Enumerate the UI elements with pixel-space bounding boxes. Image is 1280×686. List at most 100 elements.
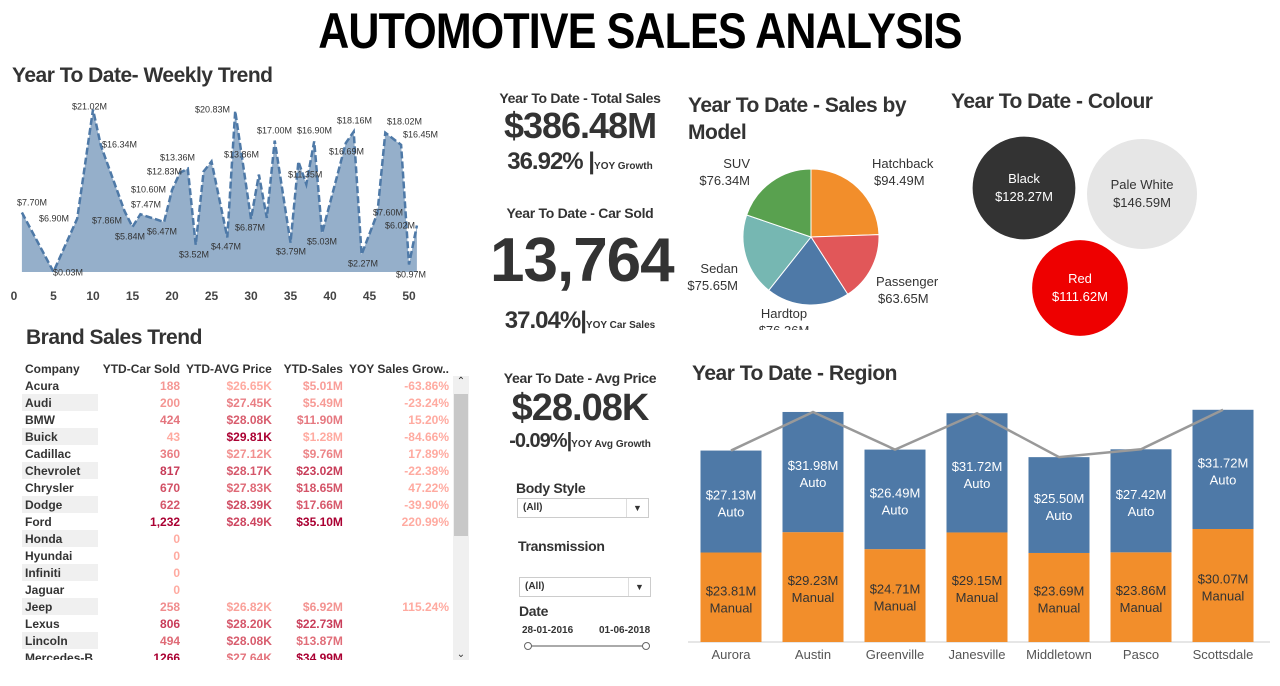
table-cell: 806 xyxy=(160,616,181,631)
table-cell xyxy=(346,547,452,564)
table-cell xyxy=(346,649,452,660)
weekly-data-label: $6.90M xyxy=(39,213,69,223)
company-name: Audi xyxy=(22,394,99,411)
column-header[interactable]: YTD-Sales xyxy=(283,361,343,376)
table-cell xyxy=(346,615,452,632)
weekly-data-label: $7.47M xyxy=(131,199,161,209)
bubble-label-value: $111.62M xyxy=(1052,289,1108,304)
bar-auto xyxy=(782,411,844,533)
table-cell xyxy=(183,581,275,598)
column-header[interactable]: YOY Sales Grow.. xyxy=(348,361,449,376)
table-cell: 817 xyxy=(160,463,181,478)
bar-series-label: Auto xyxy=(1046,508,1073,523)
weekly-data-label: $16.45M xyxy=(403,129,438,139)
bar-manual xyxy=(946,532,1008,642)
kpi-total-growth: 36.92% xyxy=(507,148,583,175)
table-row[interactable]: Lincoln 494 $28.08K $13.87M xyxy=(22,632,452,649)
bar-series-label: Manual xyxy=(956,590,999,605)
kpi-avg-price: Year To Date - Avg Price $28.08K -0.09%|… xyxy=(490,370,670,453)
region-bar-chart[interactable]: $23.81M Manual $27.13M Auto Aurora $29.23M Man… xyxy=(680,390,1280,670)
table-row[interactable]: Ford 1,232 $28.49K $35.10M 220.99% xyxy=(22,513,452,530)
date-range-slider[interactable] xyxy=(524,642,650,650)
bar-series-label: Auto xyxy=(882,502,909,517)
pie-label-name: Hardtop xyxy=(761,306,807,321)
table-row[interactable]: Audi 200 $27.45K $5.49M -23.24% xyxy=(22,394,452,411)
weekly-data-label: $6.02M xyxy=(385,220,415,230)
weekly-data-label: $2.27M xyxy=(348,258,378,268)
bar-manual xyxy=(1192,528,1254,642)
table-cell: $23.02M xyxy=(296,463,343,478)
table-row[interactable]: Honda 0 xyxy=(22,530,452,547)
kpi-cars-value: 13,764 xyxy=(490,226,675,295)
company-name: Lexus xyxy=(25,616,60,631)
bar-value-label: $27.13M xyxy=(706,488,757,503)
column-header[interactable]: YTD-AVG Price xyxy=(186,361,272,376)
column-header[interactable]: YTD-Car Sold xyxy=(102,361,181,376)
table-cell: 115.24% xyxy=(402,599,449,614)
table-row[interactable]: Chrysler 670 $27.83K $18.65M 47.22% xyxy=(22,479,452,496)
table-row[interactable]: Lexus 806 $28.20K $22.73M xyxy=(22,615,452,632)
kpi-avg-value: $28.08K xyxy=(511,387,650,429)
table-cell xyxy=(346,581,452,598)
bar-value-label: $23.81M xyxy=(706,583,757,598)
pie-label-value: $75.65M xyxy=(687,278,738,293)
weekly-data-label: $12.83M xyxy=(147,166,182,176)
table-row[interactable]: Hyundai 0 xyxy=(22,547,452,564)
bar-manual xyxy=(1110,552,1172,642)
bar-manual xyxy=(864,549,926,642)
table-cell: 360 xyxy=(160,446,181,461)
bubble-black xyxy=(970,134,1078,242)
weekly-data-label: $4.47M xyxy=(211,241,241,251)
table-cell: 15.20% xyxy=(408,412,449,427)
weekly-data-label: $16.90M xyxy=(297,125,332,135)
table-cell: $27.64K xyxy=(226,650,272,661)
kpi-total-growth-label: YOY Growth xyxy=(594,161,653,172)
weekly-trend-chart[interactable]: $7.70M $0.03M $6.90M $21.02M $16.34M $7.86M $5… xyxy=(0,95,440,305)
table-row[interactable]: Cadillac 360 $27.12K $9.76M 17.89% xyxy=(22,445,452,462)
bar-series-label: Manual xyxy=(1120,600,1163,615)
table-scrollbar[interactable]: ⌃ ⌄ xyxy=(453,376,469,660)
chevron-down-icon[interactable]: ▼ xyxy=(628,578,650,596)
table-cell: $26.82K xyxy=(226,599,272,614)
table-row[interactable]: Chevrolet 817 $28.17K $23.02M -22.38% xyxy=(22,462,452,479)
table-row[interactable]: Jaguar 0 xyxy=(22,581,452,598)
colour-bubble-chart[interactable]: Black $128.27M Pale White $146.59M Red $111.6… xyxy=(950,120,1280,340)
bar-series-label: Manual xyxy=(874,599,917,614)
slider-start-handle[interactable] xyxy=(524,642,532,650)
kpi-avg-growth-label: YOY Avg Growth xyxy=(571,439,651,450)
transmission-value: (All) xyxy=(525,581,545,592)
date-start: 28-01-2016 xyxy=(522,625,574,636)
pie-slice-hatchback xyxy=(810,168,880,238)
bar-value-label: $29.23M xyxy=(788,573,839,588)
weekly-line xyxy=(20,109,419,275)
table-cell: $27.45K xyxy=(226,395,272,410)
table-cell xyxy=(183,530,275,547)
pie-label-value: $76.36M xyxy=(759,323,810,330)
model-pie-chart[interactable]: Hatchback $94.49M Passenger $63.65M Hardtop $… xyxy=(680,150,950,330)
bar-manual xyxy=(782,532,844,642)
table-row[interactable]: Jeep 258 $26.82K $6.92M 115.24% xyxy=(22,598,452,615)
scroll-up-icon[interactable]: ⌃ xyxy=(456,376,466,387)
column-header[interactable]: Company xyxy=(25,361,80,376)
date-end: 01-06-2018 xyxy=(599,625,651,636)
table-cell: 670 xyxy=(160,480,181,495)
table-row[interactable]: Mercedes-B 1266 $27.64K $34.99M xyxy=(22,649,452,661)
company-name: Chevrolet xyxy=(22,462,99,479)
brand-table: Company YTD-Car Sold YTD-AVG Price YTD-Sale… xyxy=(22,360,452,660)
scroll-thumb[interactable] xyxy=(454,394,468,536)
table-cell: 220.99% xyxy=(401,514,449,529)
body-style-dropdown[interactable]: (All) ▼ xyxy=(517,498,649,518)
table-row[interactable]: Buick 43 $29.81K $1.28M -84.66% xyxy=(22,428,452,445)
scroll-down-icon[interactable]: ⌄ xyxy=(456,649,466,660)
table-cell xyxy=(346,564,452,581)
kpi-total-title: Year To Date - Total Sales xyxy=(499,90,661,106)
transmission-dropdown[interactable]: (All) ▼ xyxy=(519,577,651,597)
x-tick-label: 20 xyxy=(165,289,179,303)
table-row[interactable]: BMW 424 $28.08K $11.90M 15.20% xyxy=(22,411,452,428)
chevron-down-icon[interactable]: ▼ xyxy=(626,499,648,517)
table-row[interactable]: Dodge 622 $28.39K $17.66M -39.90% xyxy=(22,496,452,513)
table-row[interactable]: Acura 188 $26.65K $5.01M -63.86% xyxy=(22,377,452,394)
slider-end-handle[interactable] xyxy=(642,642,650,650)
company-name: Jeep xyxy=(22,598,99,615)
table-row[interactable]: Infiniti 0 xyxy=(22,564,452,581)
